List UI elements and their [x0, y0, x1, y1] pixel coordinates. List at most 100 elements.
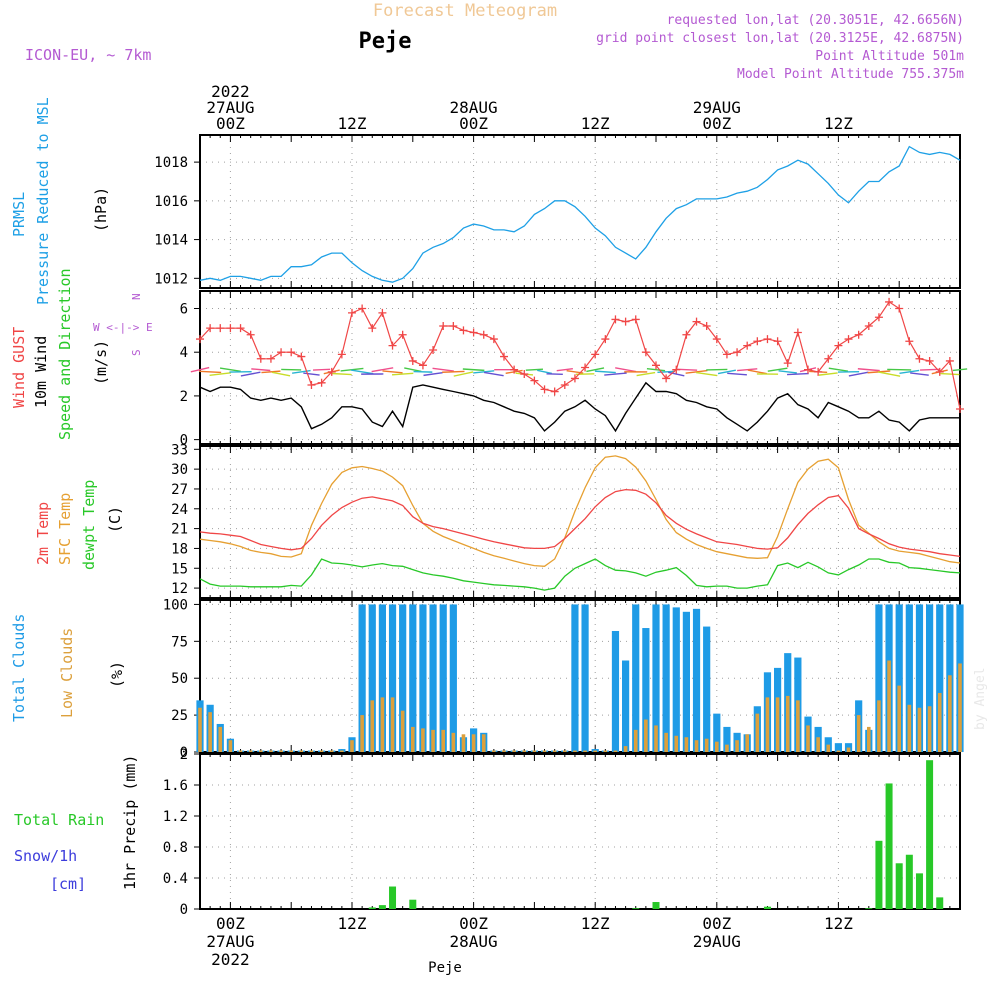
y-tick-label: 0 — [180, 745, 188, 761]
low-cloud-bar — [380, 697, 385, 752]
y-tick-label: 1014 — [154, 233, 188, 249]
rain-bar — [368, 907, 376, 909]
panel-frame — [199, 134, 961, 289]
total-cloud-bar — [358, 604, 366, 752]
gust-marker — [804, 365, 812, 374]
gust-marker — [874, 313, 883, 322]
y-tick-label: 30 — [171, 462, 188, 478]
wind-direction-arrow — [747, 369, 767, 375]
low-cloud-bar — [198, 707, 202, 752]
y-tick-label: 0.8 — [163, 840, 188, 856]
temp-2m-line — [199, 488, 961, 558]
total-cloud-bar — [632, 604, 640, 752]
wind-direction-arrow — [848, 371, 869, 377]
gust-marker — [358, 304, 367, 313]
gust-marker — [814, 367, 823, 376]
low-cloud-bar — [958, 663, 962, 752]
y-tick-label: 100 — [163, 597, 188, 613]
gust-marker — [824, 354, 833, 363]
dewpoint-line — [199, 558, 961, 591]
total-cloud-bar — [368, 604, 376, 752]
y-tick-label: 1012 — [154, 271, 188, 287]
wind-direction-arrow — [887, 368, 912, 371]
total-cloud-bar — [915, 604, 924, 752]
pressure-label-prmsl: PRMSL — [10, 192, 28, 237]
y-tick-label: 33 — [171, 442, 188, 458]
gust-marker — [520, 370, 529, 379]
gust-marker — [905, 337, 914, 346]
gust-marker — [783, 359, 792, 368]
bottom-time-label: 00Z — [459, 914, 488, 933]
total-cloud-bar — [622, 660, 630, 752]
low-cloud-bar — [877, 700, 881, 752]
gust-marker — [854, 330, 863, 339]
wind-direction-arrow — [737, 368, 758, 372]
gust-marker — [216, 324, 225, 333]
top-time-label: 12Z — [338, 114, 367, 133]
gust-marker — [844, 335, 853, 344]
top-time-label: 00Z — [702, 114, 731, 133]
wind-direction-arrow — [271, 371, 291, 377]
gust-marker — [266, 354, 275, 363]
y-tick-label: 1016 — [154, 194, 188, 210]
low-cloud-bar — [806, 725, 810, 752]
wind-speed-line — [199, 381, 960, 433]
clouds-label-low: Low Clouds — [58, 628, 76, 718]
y-tick-label: 1.6 — [163, 778, 188, 794]
gust-marker — [540, 385, 549, 394]
low-cloud-bar — [319, 750, 324, 752]
model-altitude: Model Point Altitude 755.375m — [737, 67, 964, 82]
low-cloud-bar — [532, 750, 537, 752]
low-cloud-bar — [259, 750, 263, 752]
gust-marker — [449, 321, 458, 330]
low-cloud-bar — [856, 715, 861, 752]
low-cloud-bar — [927, 706, 932, 752]
wind-direction-arrow — [877, 371, 901, 377]
top-time-label: 00Z — [216, 114, 245, 133]
gust-marker — [439, 321, 448, 330]
wind-direction-arrow — [787, 372, 809, 376]
y-tick-label: 2 — [180, 389, 188, 405]
y-tick-label: 6 — [180, 301, 188, 317]
wind-direction-arrow — [920, 368, 940, 371]
low-cloud-bar — [228, 740, 233, 752]
compass-south: S — [130, 349, 143, 356]
gust-marker — [368, 324, 377, 333]
wind-direction-arrow — [594, 370, 616, 374]
requested-coords: requested lon,lat (20.3051E, 42.6656N) — [667, 13, 964, 28]
wind-direction-arrow — [423, 372, 443, 377]
total-cloud-bar — [399, 604, 407, 752]
pressure-panel: 1012 1014 1016 1018 — [154, 134, 961, 289]
panel-frame — [199, 290, 961, 445]
gust-marker — [885, 297, 894, 306]
gust-marker — [236, 324, 245, 333]
gust-marker — [641, 348, 650, 357]
wind-direction-arrow — [556, 367, 573, 372]
wind-direction-arrow — [473, 370, 495, 374]
gust-marker — [601, 335, 610, 344]
total-cloud-bar — [611, 630, 620, 752]
gust-marker — [935, 367, 944, 376]
wind-direction-arrow — [818, 372, 838, 376]
total-cloud-bar — [895, 604, 903, 752]
low-cloud-bar — [867, 726, 871, 752]
panel-frame — [199, 753, 961, 910]
low-cloud-bar — [481, 734, 486, 752]
gust-marker — [327, 367, 336, 376]
gust-marker — [743, 341, 752, 350]
point-altitude: Point Altitude 501m — [815, 49, 964, 64]
bottom-time-label: 12Z — [824, 914, 853, 933]
low-cloud-bar — [735, 740, 739, 752]
total-cloud-bar — [429, 604, 437, 752]
rain-bar — [389, 886, 397, 909]
compass-west-east: W <-|-> E — [93, 321, 153, 334]
y-tick-label: 1.2 — [163, 809, 188, 825]
gust-marker — [337, 350, 346, 359]
low-cloud-bar — [218, 726, 223, 752]
gust-marker — [570, 374, 579, 383]
y-tick-label: 25 — [171, 708, 188, 724]
total-cloud-bar — [834, 743, 842, 752]
gust-marker — [256, 354, 265, 363]
gust-marker — [226, 324, 235, 333]
